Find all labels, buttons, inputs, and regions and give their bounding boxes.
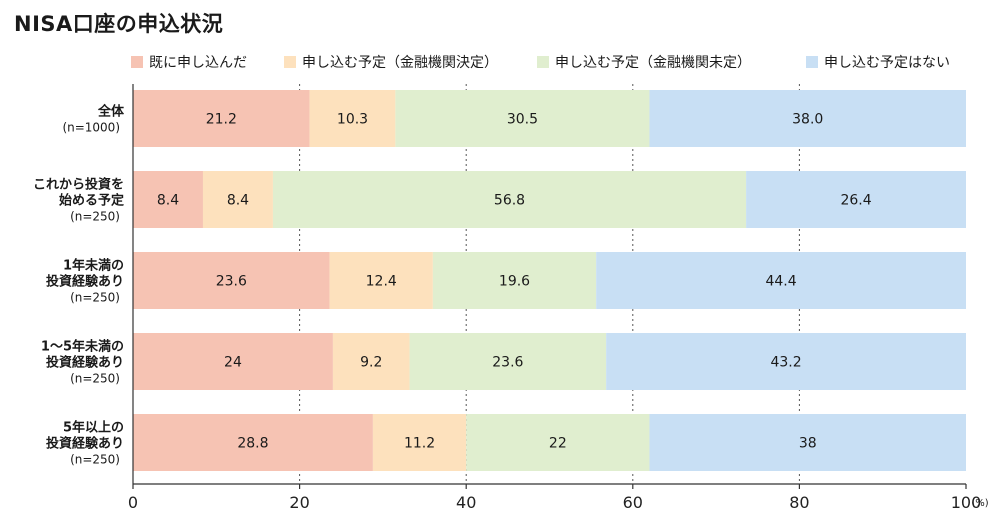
category-label: 投資経験あり [46, 436, 124, 452]
legend-swatch [806, 56, 818, 68]
legend-item: 申し込む予定（金融機関決定） [284, 52, 498, 72]
bar-segment [329, 252, 433, 309]
legend-swatch [131, 56, 143, 68]
category-label: 投資経験あり [46, 274, 124, 290]
bar-segment [649, 90, 966, 147]
bar-segment [606, 333, 966, 390]
category-n-label: (n=1000) [62, 121, 120, 135]
x-tick-label: 80 [789, 493, 809, 512]
category-n-label: (n=250) [70, 210, 120, 224]
bar-segment [309, 90, 396, 147]
data-label: 43.2 [770, 355, 801, 371]
bar-segment [202, 171, 273, 228]
bar-segment [332, 333, 410, 390]
data-label: 30.5 [507, 112, 538, 128]
data-label: 12.4 [366, 274, 397, 290]
data-label: 19.6 [499, 274, 530, 290]
data-label: 8.4 [157, 193, 179, 209]
data-label: 21.2 [206, 112, 237, 128]
bar-segment [133, 252, 330, 309]
bar-segment [746, 171, 966, 228]
category-label: これから投資を [33, 177, 124, 193]
bar-segment [372, 414, 467, 471]
legend-label: 申し込む予定（金融機関未定） [555, 55, 751, 71]
data-label: 11.2 [404, 436, 435, 452]
category-label: 全体 [97, 104, 125, 120]
legend-item: 既に申し込んだ [131, 52, 247, 72]
bar-segment [432, 252, 597, 309]
data-label: 26.4 [840, 193, 871, 209]
data-label: 44.4 [765, 274, 796, 290]
x-tick-label: 20 [289, 493, 309, 512]
data-label: 8.4 [227, 193, 249, 209]
data-label: 9.2 [360, 355, 382, 371]
bar-segment [649, 414, 966, 471]
x-tick-label: 100 [951, 493, 982, 512]
bar-segment [133, 90, 310, 147]
category-n-label: (n=250) [70, 291, 120, 305]
legend-item: 申し込む予定（金融機関未定） [537, 52, 751, 72]
bar-segment [409, 333, 607, 390]
legend-label: 申し込む予定（金融機関決定） [302, 55, 498, 71]
data-label: 28.8 [237, 436, 268, 452]
x-tick-label: 60 [623, 493, 643, 512]
data-label: 24 [224, 355, 242, 371]
legend-label: 申し込む予定はない [824, 55, 950, 71]
chart-title: NISA口座の申込状況 [14, 12, 224, 36]
category-n-label: (n=250) [70, 453, 120, 467]
data-label: 56.8 [494, 193, 525, 209]
data-label: 10.3 [337, 112, 368, 128]
data-label: 23.6 [492, 355, 523, 371]
bar-segment [395, 90, 650, 147]
x-tick-label: 40 [456, 493, 476, 512]
legend-swatch [284, 56, 296, 68]
legend-swatch [537, 56, 549, 68]
x-unit-label: (%) [971, 498, 988, 509]
legend-label: 既に申し込んだ [149, 55, 247, 71]
bar-segment [272, 171, 747, 228]
category-label: 投資経験あり [46, 355, 124, 371]
category-label: 1年未満の [63, 258, 124, 274]
legend-item: 申し込む予定はない [806, 52, 950, 72]
category-label: 1〜5年未満の [41, 339, 124, 355]
data-label: 38.0 [792, 112, 823, 128]
category-label: 始める予定 [59, 193, 124, 209]
data-label: 22 [549, 436, 567, 452]
bar-segment [133, 333, 333, 390]
legend: 既に申し込んだ 申し込む予定（金融機関決定） 申し込む予定（金融機関未定） 申し… [0, 52, 1000, 72]
data-label: 23.6 [216, 274, 247, 290]
x-tick-label: 0 [128, 493, 138, 512]
category-label: 5年以上の [63, 420, 124, 436]
bar-segment [466, 414, 650, 471]
category-n-label: (n=250) [70, 372, 120, 386]
data-label: 38 [799, 436, 817, 452]
bar-segment [596, 252, 966, 309]
bar-segment [133, 171, 203, 228]
bar-segment [133, 414, 373, 471]
